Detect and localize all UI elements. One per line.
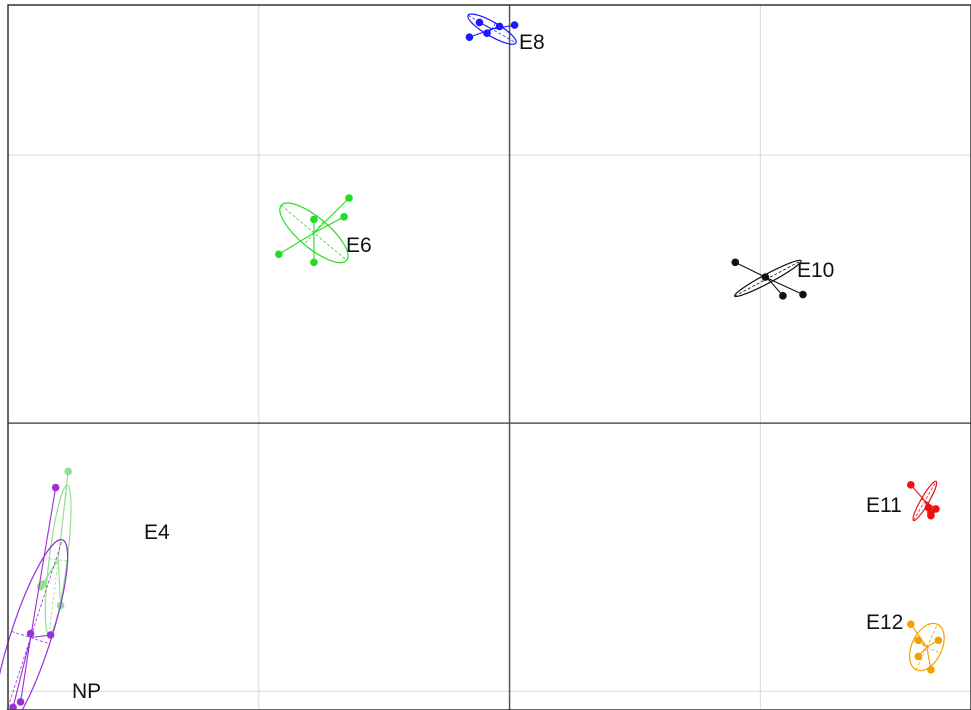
ray-e6-4 xyxy=(313,197,350,234)
point-np-4 xyxy=(46,631,55,639)
ray-e12-0 xyxy=(910,623,928,648)
ray-e4-3 xyxy=(42,559,59,585)
point-e11-3 xyxy=(927,511,935,520)
ellipse-minor-axis-e4 xyxy=(49,558,68,562)
point-e8-1 xyxy=(465,33,474,41)
point-e6-1 xyxy=(310,258,318,267)
plot-frame xyxy=(7,4,971,710)
point-e10-0 xyxy=(731,258,740,267)
ray-e12-3 xyxy=(926,646,932,670)
series-label-e8: E8 xyxy=(519,31,545,54)
point-e4-0 xyxy=(64,467,72,476)
point-e12-2 xyxy=(934,636,943,645)
ray-e4-1 xyxy=(57,559,62,606)
point-e4-3 xyxy=(39,580,47,588)
point-e8-3 xyxy=(495,22,504,31)
series-layer xyxy=(0,13,945,710)
series-e12 xyxy=(907,620,945,674)
point-e12-1 xyxy=(914,636,923,645)
ray-e6-0 xyxy=(278,232,315,255)
point-np-0 xyxy=(51,483,60,492)
series-label-e11: E11 xyxy=(866,494,902,517)
point-e10-1 xyxy=(761,273,770,281)
series-e4 xyxy=(36,467,72,636)
series-np xyxy=(0,483,69,710)
series-e6 xyxy=(275,194,353,267)
point-np-1 xyxy=(16,698,25,706)
series-e10 xyxy=(731,258,807,300)
series-e11 xyxy=(907,480,940,522)
point-np-3 xyxy=(26,629,35,638)
point-e12-4 xyxy=(914,652,923,661)
ray-np-2 xyxy=(12,637,32,708)
point-e6-4 xyxy=(345,194,353,202)
point-np-2 xyxy=(9,703,17,710)
ray-e10-2 xyxy=(767,278,784,297)
grid-layer xyxy=(8,5,971,710)
point-e8-0 xyxy=(475,18,484,27)
point-e12-3 xyxy=(927,665,935,674)
series-label-e6: E6 xyxy=(346,234,372,257)
series-label-e4: E4 xyxy=(144,521,170,544)
point-e6-3 xyxy=(340,212,348,221)
series-label-np: NP xyxy=(72,680,101,703)
ellipse-np xyxy=(0,539,69,710)
point-e8-2 xyxy=(483,29,491,37)
series-e8 xyxy=(465,13,519,45)
series-label-e10: E10 xyxy=(797,259,834,282)
ray-e4-0 xyxy=(57,471,69,560)
point-e12-0 xyxy=(907,620,915,629)
ray-np-1 xyxy=(19,637,32,703)
point-e6-2 xyxy=(310,215,318,224)
ray-e6-3 xyxy=(313,216,345,234)
ray-e8-4 xyxy=(491,24,515,30)
point-e11-0 xyxy=(907,481,915,489)
point-e10-3 xyxy=(799,290,807,299)
point-e6-0 xyxy=(275,250,283,259)
ellipse-major-axis-np xyxy=(6,539,63,710)
point-e8-4 xyxy=(510,21,519,29)
point-e10-2 xyxy=(779,292,787,300)
point-e11-4 xyxy=(932,505,940,513)
series-label-e12: E12 xyxy=(866,611,903,634)
ray-np-0 xyxy=(30,487,57,638)
ray-e10-3 xyxy=(767,277,804,296)
